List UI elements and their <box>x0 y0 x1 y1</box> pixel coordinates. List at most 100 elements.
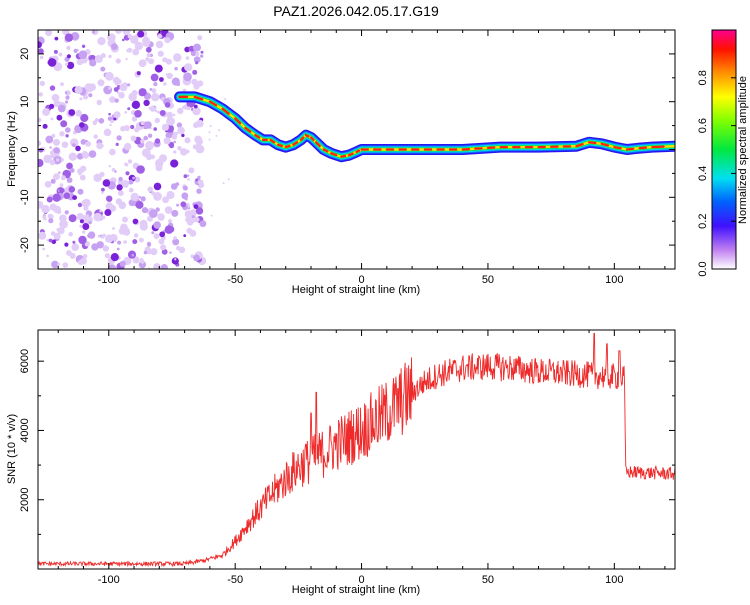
noise-dot <box>53 173 60 180</box>
noise-dot <box>140 139 144 143</box>
noise-dot <box>105 235 113 243</box>
noise-dot <box>82 151 87 156</box>
noise-dot <box>144 251 148 255</box>
noise-dot <box>80 219 84 223</box>
noise-dot <box>114 111 121 118</box>
noise-dot <box>150 154 155 159</box>
noise-dot <box>93 213 102 222</box>
noise-dot <box>78 172 81 175</box>
noise-dot <box>183 72 192 81</box>
noise-dot <box>168 219 172 223</box>
noise-dot <box>45 181 52 188</box>
noise-dot <box>134 233 138 237</box>
noise-dot <box>46 208 50 212</box>
ridge-peak <box>357 151 360 152</box>
noise-dot <box>137 31 144 38</box>
noise-dot <box>157 111 160 114</box>
noise-dot <box>143 136 148 141</box>
noise-dot <box>132 101 140 109</box>
noise-dot <box>139 59 147 67</box>
noise-dot <box>171 183 178 190</box>
noise-dot <box>132 254 135 257</box>
noise-dot <box>132 90 138 96</box>
noise-dot <box>113 118 116 121</box>
noise-dot <box>65 91 68 94</box>
noise-dot <box>61 175 66 180</box>
noise-dot <box>210 125 212 127</box>
noise-dot <box>67 54 71 58</box>
noise-dot <box>48 218 53 223</box>
noise-dot <box>79 122 85 128</box>
noise-dot <box>151 74 159 82</box>
noise-dot <box>146 47 152 53</box>
noise-dot <box>122 180 129 187</box>
noise-dot <box>65 96 69 100</box>
y-tick-label: 4000 <box>19 418 31 442</box>
noise-dot <box>156 164 163 171</box>
noise-dot <box>105 253 110 258</box>
noise-dot <box>195 217 200 222</box>
noise-dot <box>153 107 156 110</box>
noise-dot <box>58 105 66 113</box>
colorbar-tick-label: 0.2 <box>697 214 709 229</box>
noise-dot <box>177 127 185 135</box>
noise-dot <box>48 58 57 67</box>
spectrogram-x-label: Height of straight line (km) <box>292 284 420 296</box>
noise-dot <box>193 44 201 52</box>
noise-dot <box>38 232 46 240</box>
noise-dot <box>102 216 106 220</box>
noise-dot <box>196 120 204 128</box>
noise-dot <box>54 147 60 153</box>
noise-dot <box>177 108 183 114</box>
noise-dot <box>99 210 102 213</box>
x-tick-label: 50 <box>482 574 494 586</box>
noise-dot <box>49 146 51 148</box>
snr-x-label: Height of straight line (km) <box>292 584 420 596</box>
noise-dot <box>55 37 59 41</box>
noise-dot <box>83 91 86 94</box>
noise-dot <box>172 78 180 86</box>
noise-dot <box>109 149 116 156</box>
noise-dot <box>62 141 69 148</box>
noise-dot <box>72 143 76 147</box>
ridge-peak <box>614 147 620 148</box>
noise-dot <box>147 243 151 247</box>
noise-dot <box>69 186 76 193</box>
noise-dot <box>95 55 103 63</box>
noise-dot <box>72 241 75 244</box>
noise-dot <box>49 239 53 243</box>
colorbar: 0.00.20.40.60.8 Normalized spectral ampl… <box>697 30 749 277</box>
noise-dot <box>88 93 92 97</box>
noise-dot <box>63 262 69 268</box>
x-tick-label: 100 <box>605 274 623 286</box>
noise-dot <box>187 175 189 177</box>
noise-dot <box>56 158 59 161</box>
noise-dot <box>150 248 157 255</box>
noise-dot <box>194 136 202 144</box>
noise-dot <box>136 201 144 209</box>
noise-dot <box>126 49 129 52</box>
noise-dot <box>101 192 103 194</box>
noise-dot <box>65 134 68 137</box>
noise-dot <box>152 88 157 93</box>
noise-dot <box>69 214 77 222</box>
noise-dot <box>169 252 171 254</box>
noise-dot <box>185 210 193 218</box>
noise-dot <box>83 254 88 259</box>
noise-dot <box>125 58 127 60</box>
noise-dot <box>78 260 83 265</box>
noise-dot <box>173 114 176 117</box>
noise-dot <box>153 192 162 201</box>
noise-dot <box>174 258 176 260</box>
noise-dot <box>80 175 86 181</box>
noise-dot <box>140 220 148 228</box>
noise-dot <box>76 110 82 116</box>
ridge-peak <box>341 156 345 157</box>
noise-dot <box>183 234 186 237</box>
y-tick-label: 0 <box>19 146 31 152</box>
noise-dot <box>195 52 199 56</box>
noise-dot <box>96 143 103 150</box>
noise-dot <box>136 165 145 174</box>
noise-dot <box>116 184 122 190</box>
noise-dot <box>173 150 176 153</box>
